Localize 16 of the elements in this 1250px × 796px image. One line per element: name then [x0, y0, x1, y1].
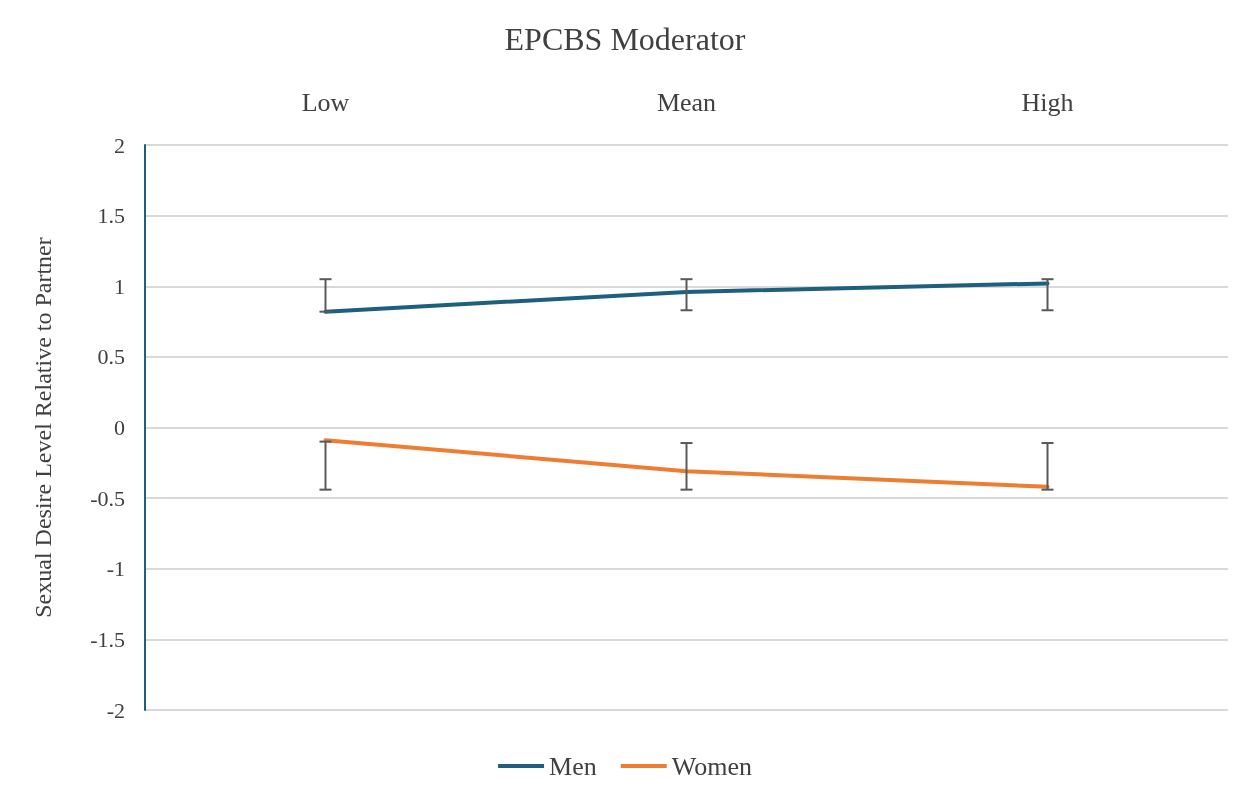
legend-label: Men [549, 751, 597, 781]
legend-label: Women [671, 751, 752, 781]
x-tick-label: Mean [656, 87, 717, 117]
y-tick-label: 1.5 [97, 203, 125, 229]
y-tick-label: -1 [106, 556, 125, 582]
y-tick-label: 0 [114, 415, 125, 440]
chart-title: EPCBS Moderator [504, 21, 746, 57]
y-tick-label: 2 [114, 132, 125, 158]
y-tick-label: -0.5 [90, 485, 125, 511]
y-tick-label: 0.5 [97, 344, 125, 370]
y-tick-label: 1 [114, 273, 125, 299]
y-axis-title: Sexual Desire Level Relative to Partner [30, 237, 56, 618]
x-tick-label: Low [301, 87, 350, 117]
y-tick-label: -2 [106, 697, 125, 723]
x-tick-label: High [1021, 87, 1074, 117]
y-tick-label: -1.5 [90, 626, 125, 652]
